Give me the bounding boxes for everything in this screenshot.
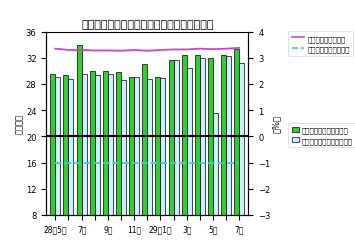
Bar [116, 73, 121, 250]
Bar [182, 55, 187, 250]
Bar [108, 75, 113, 250]
Bar [50, 75, 55, 250]
Y-axis label: （%）: （%） [272, 115, 281, 133]
Bar [200, 58, 205, 250]
Bar [155, 78, 160, 250]
Bar [169, 60, 174, 250]
Bar [90, 72, 95, 250]
Bar [234, 50, 239, 250]
Title: 預金残高・貸出金残高及び前年同月比の推移: 預金残高・貸出金残高及び前年同月比の推移 [81, 20, 214, 30]
Bar [174, 61, 179, 250]
Bar [134, 78, 139, 250]
Bar [95, 76, 100, 250]
Bar [239, 64, 244, 250]
Bar [64, 76, 69, 250]
Bar [55, 78, 60, 250]
Bar [187, 69, 192, 250]
Legend: 預金残高（国内銀行計）, 貸出金残高（国内銀行計）: 預金残高（国内銀行計）, 貸出金残高（国内銀行計） [288, 124, 355, 148]
Bar [121, 81, 126, 250]
Y-axis label: （兆円）: （兆円） [15, 114, 24, 134]
Bar [129, 78, 134, 250]
Bar [195, 55, 200, 250]
Bar [142, 64, 147, 250]
Bar [147, 80, 152, 250]
Bar [69, 80, 73, 250]
Bar [103, 72, 108, 250]
Bar [221, 55, 226, 250]
Bar [160, 79, 165, 250]
Bar [226, 56, 231, 250]
Bar [208, 58, 213, 250]
Bar [77, 46, 82, 250]
Bar [213, 114, 218, 250]
Bar [82, 75, 87, 250]
